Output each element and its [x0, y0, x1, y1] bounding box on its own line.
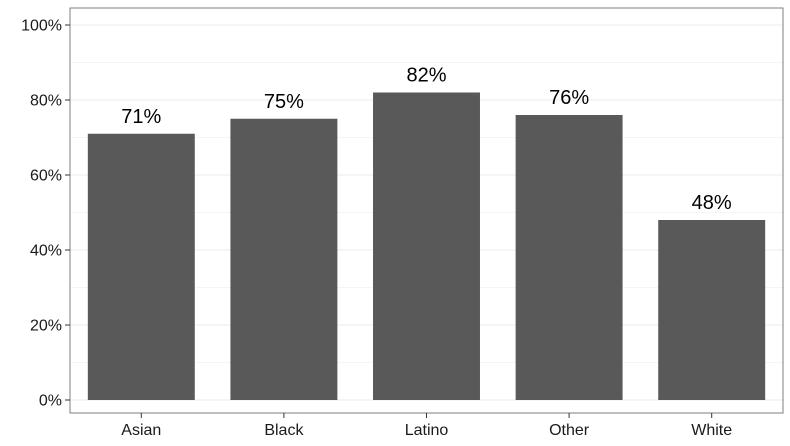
x-tick-label: White [691, 422, 732, 439]
y-tick-label: 60% [30, 168, 62, 185]
x-tick-label: Asian [121, 422, 161, 439]
x-tick-label: Black [264, 422, 304, 439]
data-label-white: 48% [692, 192, 732, 214]
y-tick-label: 0% [39, 393, 62, 410]
x-tick-label: Latino [405, 422, 449, 439]
bar-other [515, 115, 623, 400]
bar-white [658, 220, 766, 400]
axes: 0% 20% 40% 60% 80% 100% Asian Black Latino Other W… [21, 7, 784, 439]
bar-asian [87, 133, 195, 400]
bar-latino [373, 92, 480, 400]
y-tick-label: 40% [30, 243, 62, 260]
bar-black [230, 118, 338, 400]
y-tick-label: 100% [21, 18, 62, 35]
data-label-black: 75% [264, 91, 304, 113]
bars [87, 92, 766, 400]
data-labels: 71% 75% 82% 76% 48% [121, 65, 732, 215]
y-tick-label: 80% [30, 93, 62, 110]
data-label-latino: 82% [406, 65, 446, 87]
data-label-other: 76% [549, 87, 589, 109]
data-label-asian: 71% [121, 106, 161, 128]
x-tick-label: Other [549, 422, 590, 439]
y-tick-label: 20% [30, 318, 62, 335]
